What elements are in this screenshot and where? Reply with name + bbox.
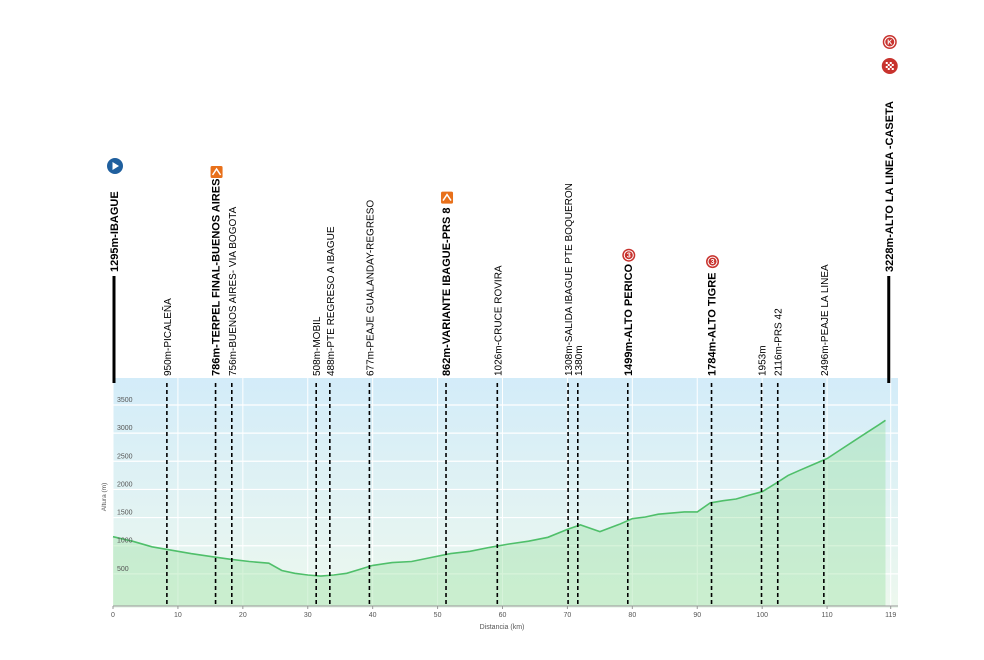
sprint-icon-bg — [441, 191, 454, 204]
waypoint-label: 950m-PICALEÑA — [161, 298, 174, 376]
x-tick-label: 10 — [174, 612, 182, 619]
x-tick-label: 90 — [693, 612, 701, 619]
y-tick-label: 2500 — [117, 453, 133, 460]
elevation-fill — [113, 420, 886, 606]
climb-cat3-icon-ring — [707, 256, 718, 267]
waypoint-label: 756m-BUENOS AIRES- VIA BOGOTA — [228, 206, 239, 376]
checker-cell — [889, 66, 892, 68]
sprint-icon-bg — [210, 166, 223, 178]
checker-cell — [887, 68, 890, 70]
sprint-icon — [441, 191, 454, 204]
x-tick-label: 20 — [239, 612, 247, 619]
x-tick-label: 110 — [821, 612, 832, 619]
plot-background — [113, 378, 898, 608]
y-tick-label: 1000 — [117, 538, 133, 545]
x-tick-label: 60 — [499, 612, 507, 619]
y-tick-label: 500 — [117, 566, 129, 573]
y-tick-label: 2000 — [117, 481, 133, 488]
checker-cell — [891, 64, 894, 66]
elevation-area — [112, 419, 886, 606]
climb-cat3-icon-ring — [623, 250, 634, 261]
y-axis-title: Altura (m) — [101, 483, 108, 512]
climb-cat3-icon: 3 — [622, 248, 636, 262]
sprint-icon-glyph — [211, 167, 222, 176]
waypoint-label: 677m-PEAJE GUALANDAY-REGRESO — [365, 200, 376, 376]
x-tick-label: 40 — [369, 612, 377, 619]
checker-cell — [885, 66, 888, 68]
x-tick-label: 30 — [304, 612, 312, 619]
climb-cat3-icon-text: 3 — [627, 253, 631, 260]
waypoint-label: 1784m-ALTO TIGRE — [707, 272, 719, 376]
waypoint-label: 488m-PTE REGRESO A IBAGUE — [326, 226, 337, 376]
waypoint-label: 1308m-SALIDA IBAGUE PTE BOQUERON — [564, 183, 575, 376]
climb-cat3-icon-text: 3 — [711, 259, 715, 266]
waypoint-label: 1026m-CRUCE ROVIRA — [493, 265, 504, 376]
y-tick-label: 3000 — [117, 425, 133, 432]
sprint-icon-glyph — [442, 193, 452, 202]
x-tick-label: 0 — [111, 612, 115, 619]
km-badge-icon-ring — [884, 36, 896, 48]
start-arrow-icon-glyph — [112, 162, 119, 170]
checker-cell — [889, 62, 892, 64]
waypoint-label: 1953m — [758, 345, 769, 376]
checkered-flag-icon — [881, 58, 898, 74]
waypoint-label: 2116m-PRS 42 — [774, 308, 785, 376]
km-badge-icon: K — [882, 35, 897, 49]
y-tick-label: 1500 — [117, 510, 133, 517]
x-tick-label: 100 — [756, 612, 768, 619]
waypoint-label: 786m-TERPEL FINAL-BUENOS AIRES — [211, 179, 223, 376]
x-axis-title: Distancia (km) — [480, 624, 525, 631]
start-marker-label: 1295m-IBAGUE — [109, 191, 121, 272]
x-tick-label: 50 — [434, 612, 442, 619]
checker-cell — [885, 62, 888, 64]
elevation-line — [112, 419, 886, 577]
checker-cell — [887, 64, 890, 66]
waypoint-label: 2496m-PEAJE LA LINEA — [820, 264, 831, 376]
waypoint-markers: 1295m-IBAGUE 3228m-ALTO LA LINEA -CASETA K… — [107, 35, 898, 606]
y-tick-label: 3500 — [117, 397, 133, 404]
x-tick-label: 70 — [564, 612, 572, 619]
waypoint-label: 862m-VARIANTE IBAGUE-PRS 8 — [441, 208, 453, 377]
sprint-icon — [210, 166, 223, 178]
finish-marker-label: 3228m-ALTO LA LINEA -CASETA — [884, 101, 896, 272]
km-badge-icon-text: K — [887, 40, 892, 47]
waypoint-label: 1499m-ALTO PERICO — [623, 263, 635, 376]
checker-cell — [891, 68, 894, 70]
axes: 500 1000 1500 2000 2500 3000 3500 0 10 20 30 40 50 60… — [111, 397, 898, 619]
start-arrow-icon — [107, 158, 123, 174]
waypoint-label: 1380m — [574, 345, 585, 376]
x-tick-label: 80 — [628, 612, 636, 619]
waypoint-label: 508m-MOBIL — [312, 316, 323, 376]
x-tick-label: 119 — [885, 612, 896, 619]
climb-cat3-icon: 3 — [706, 255, 720, 269]
